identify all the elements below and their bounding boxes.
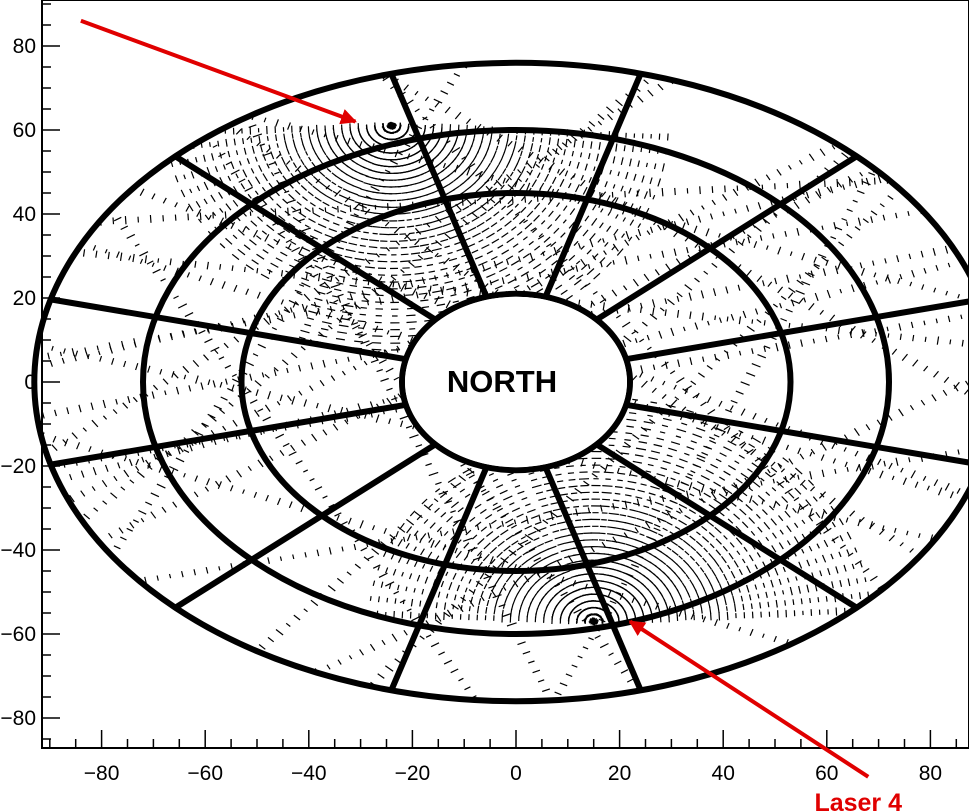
sector-boundary xyxy=(625,401,969,466)
sector-boundary xyxy=(594,153,859,323)
sector-boundary xyxy=(542,72,644,298)
y-tick-label: 20 xyxy=(13,287,36,310)
laser-track xyxy=(144,449,960,584)
y-tick-label: 0 xyxy=(24,371,36,394)
y-tick-label: −20 xyxy=(0,455,36,478)
y-tick-label: −60 xyxy=(0,623,36,646)
y-tick-label: −80 xyxy=(0,707,36,730)
sector-boundary xyxy=(173,153,438,323)
annotation-arrow xyxy=(80,18,357,125)
detector-ring xyxy=(140,127,892,637)
sector-boundary xyxy=(50,296,407,363)
axes: −80 −60 −40 −20 0 20 40 60 80 80 60 40 20 0 −20 −40 −60 −… xyxy=(0,3,958,785)
laser-track xyxy=(51,345,934,543)
x-tick-label: −80 xyxy=(84,762,120,785)
annotation-label: Laser 4 xyxy=(814,789,902,811)
sector-boundary xyxy=(173,441,438,611)
x-tick-label: −20 xyxy=(395,762,431,785)
x-tick-label: −60 xyxy=(187,762,223,785)
annotation-arrow xyxy=(628,619,870,779)
sector-boundary xyxy=(625,298,969,363)
laser-track xyxy=(368,610,595,625)
sector-boundary xyxy=(388,72,490,298)
y-tick-label: −40 xyxy=(0,539,36,562)
laser-track xyxy=(51,78,674,452)
x-tick-label: 0 xyxy=(510,762,522,785)
center-disk xyxy=(405,296,627,468)
x-tick-label: 20 xyxy=(608,762,631,785)
x-tick-label: 80 xyxy=(919,762,942,785)
y-tick-label: 40 xyxy=(13,203,36,226)
y-tick-label: 60 xyxy=(13,119,36,142)
laser-track xyxy=(42,432,789,646)
laser-track xyxy=(554,172,876,696)
center-label: NORTH xyxy=(447,364,557,399)
sector-boundary xyxy=(388,466,490,692)
laser-track xyxy=(47,208,922,360)
detector-ring xyxy=(399,290,633,474)
detector-outline xyxy=(31,59,969,705)
sector-boundary xyxy=(50,401,407,468)
annotations: Laser 4 xyxy=(80,18,902,811)
detector-ring xyxy=(238,190,794,574)
laser-tracks xyxy=(42,63,969,702)
x-tick-label: −40 xyxy=(291,762,327,785)
laser-track xyxy=(83,79,649,520)
x-tick-label: 40 xyxy=(712,762,735,785)
sector-boundary xyxy=(594,441,859,611)
detector-ring xyxy=(31,59,969,705)
x-tick-label: 60 xyxy=(815,762,838,785)
laser-track xyxy=(69,144,836,503)
y-tick-label: 80 xyxy=(13,35,36,58)
sector-boundary xyxy=(542,466,644,692)
